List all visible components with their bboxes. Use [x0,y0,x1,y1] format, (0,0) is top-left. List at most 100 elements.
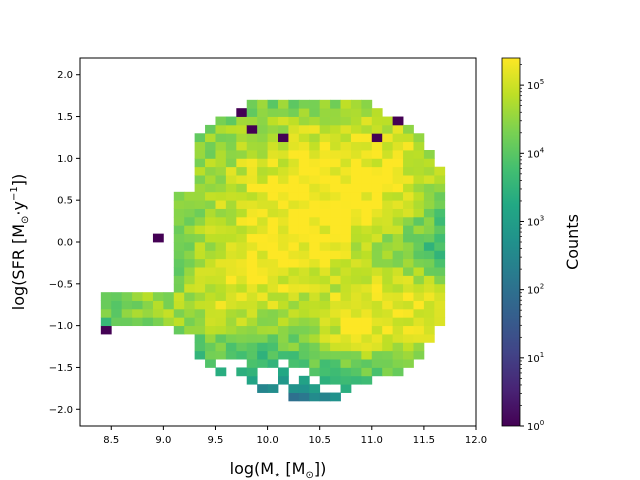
heatmap-cell [361,242,373,251]
heatmap-cell [225,258,237,268]
heatmap-cell [298,233,310,243]
y-axis-label: log(SFR [M⊙·y−1]) [9,174,31,310]
heatmap-cell [330,334,341,343]
heatmap-cell [278,342,289,352]
heatmap-cell [350,175,362,184]
heatmap-cell [309,325,321,335]
heatmap-cell [340,342,352,352]
heatmap-cell [330,367,341,377]
heatmap-cell [319,359,331,368]
colorbar-tick-label: 102 [527,283,544,297]
heatmap-cell [278,175,289,184]
heatmap-cell [350,141,362,151]
heatmap-cell [361,124,373,134]
heatmap-cell [278,258,289,268]
heatmap-cell [225,141,237,151]
heatmap-cell [236,350,248,360]
heatmap-cell [361,208,373,218]
heatmap-cell [298,375,310,385]
heatmap-cell [257,342,268,352]
heatmap-cell [413,267,425,276]
heatmap-cell [371,317,383,327]
heatmap-cell [288,183,300,193]
heatmap-cell [215,124,227,134]
heatmap-cell [278,116,289,126]
heatmap-cell [423,208,435,218]
heatmap-cell [215,216,227,226]
heatmap-cell [236,292,248,301]
y-axis: −2.0 −1.5 −1.0 −0.5 0.0 0.5 1.0 1.5 2.0 [49,70,80,416]
heatmap-cell [423,233,435,243]
heatmap-cell [350,325,362,335]
heatmap-cell [413,183,425,193]
heatmap-cell [288,108,300,117]
heatmap-cell [413,283,425,293]
heatmap-cell [319,108,331,117]
heatmap-cell [361,200,373,209]
heatmap-cell [278,150,289,159]
heatmap-cell [350,216,362,226]
heatmap-cell [361,367,373,377]
heatmap-cell [392,300,404,310]
heatmap-cell [330,317,341,327]
heatmap-cell [288,242,300,251]
heatmap-cell [225,225,237,235]
heatmap-cell [278,292,289,301]
heatmap-cell [361,141,373,151]
heatmap-cell [309,359,321,368]
heatmap-cell [382,267,394,276]
heatmap-cell [361,350,373,360]
heatmap-cell [225,150,237,159]
heatmap-cell [434,166,446,176]
heatmap-cell [236,133,248,143]
heatmap-cell [215,292,227,301]
heatmap-cell [298,350,310,360]
heatmap-cell [257,108,268,117]
heatmap-cell [403,350,414,360]
heatmap-cell [225,208,237,218]
heatmap-cell [267,116,279,126]
heatmap-cell [392,367,404,377]
y-tick-label: −0.5 [49,279,73,290]
heatmap-cell [340,258,352,268]
heatmap-cell [413,216,425,226]
heatmap-cell [340,325,352,335]
heatmap-cell [288,359,300,368]
heatmap-cell [423,200,435,209]
heatmap-cell [236,116,248,126]
heatmap-cell [298,133,310,143]
heatmap-cell [350,367,362,377]
heatmap-cell [298,124,310,134]
heatmap-cell [257,166,268,176]
heatmap-cell [236,300,248,310]
heatmap-cell [173,216,185,226]
heatmap-cell [350,375,362,385]
heatmap-cell [215,175,227,184]
heatmap-cell [184,300,196,310]
heatmap-cell [319,242,331,251]
heatmap-cell [423,317,435,327]
heatmap-cell [298,359,310,368]
heatmap-cell [257,183,268,193]
heatmap-cell [267,317,279,327]
heatmap-cell [382,350,394,360]
heatmap-cell [382,325,394,335]
heatmap-cell [340,283,352,293]
heatmap-cell [319,317,331,327]
heatmap-cell [278,99,289,109]
heatmap-cell [215,158,227,168]
heatmap-cell [267,150,279,159]
heatmap-cell [340,166,352,176]
x-tick-label: 11.0 [361,435,383,446]
heatmap-cell [257,133,268,143]
heatmap-cell [246,233,258,243]
heatmap-cell [350,334,362,343]
heatmap-cell [278,108,289,117]
heatmap-cell [392,325,404,335]
heatmap-cell [184,267,196,276]
heatmap-cell [142,317,154,327]
heatmap-cell [121,317,133,327]
heatmap-cell [330,116,341,126]
heatmap-cell [173,275,185,285]
